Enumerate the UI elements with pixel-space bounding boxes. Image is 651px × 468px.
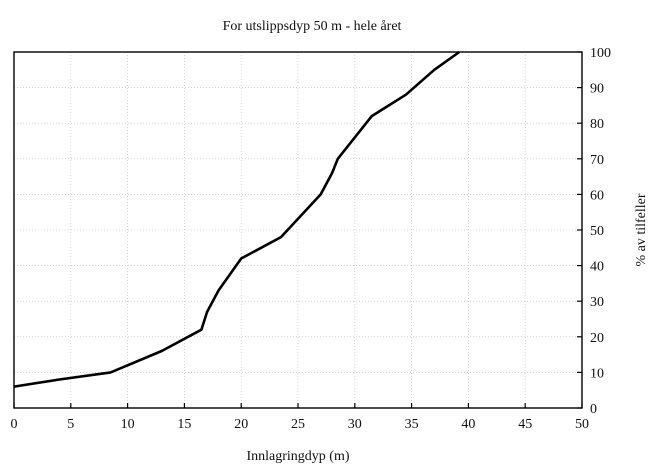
series-line [13, 50, 461, 388]
y-tick-label: 10 [590, 366, 604, 381]
y-tick-label: 80 [590, 117, 604, 132]
x-axis-label: Innlagringdyp (m) [246, 449, 349, 464]
x-tick-label: 45 [518, 417, 532, 432]
y-tick-label: 60 [590, 188, 604, 203]
x-tick-label: 40 [461, 417, 475, 432]
series-layer [13, 50, 461, 388]
x-tick-label: 15 [177, 417, 191, 432]
y-tick-label: 100 [590, 46, 611, 61]
y-tick-label: 0 [590, 402, 597, 417]
axis-ticks: 0 5 10 15 20 25 30 35 40 45 5001020304050607080901… [11, 46, 612, 432]
y-tick-label: 30 [590, 295, 604, 310]
x-tick-label: 5 [67, 417, 74, 432]
x-tick-label: 50 [575, 417, 589, 432]
y-tick-label: 70 [590, 153, 604, 168]
grid-lines [14, 52, 582, 408]
y-tick-label: 40 [590, 260, 604, 275]
x-tick-label: 30 [348, 417, 362, 432]
x-tick-label: 20 [234, 417, 248, 432]
x-tick-label: 25 [291, 417, 305, 432]
chart-title: For utslippsdyp 50 m - hele året [223, 19, 402, 34]
y-tick-label: 20 [590, 331, 604, 346]
y-tick-label: 90 [590, 82, 604, 97]
x-tick-label: 35 [405, 417, 419, 432]
x-tick-label: 0 [11, 417, 18, 432]
y-axis-label: % av tilfeller [634, 193, 649, 266]
y-tick-label: 50 [590, 224, 604, 239]
x-tick-label: 10 [121, 417, 135, 432]
